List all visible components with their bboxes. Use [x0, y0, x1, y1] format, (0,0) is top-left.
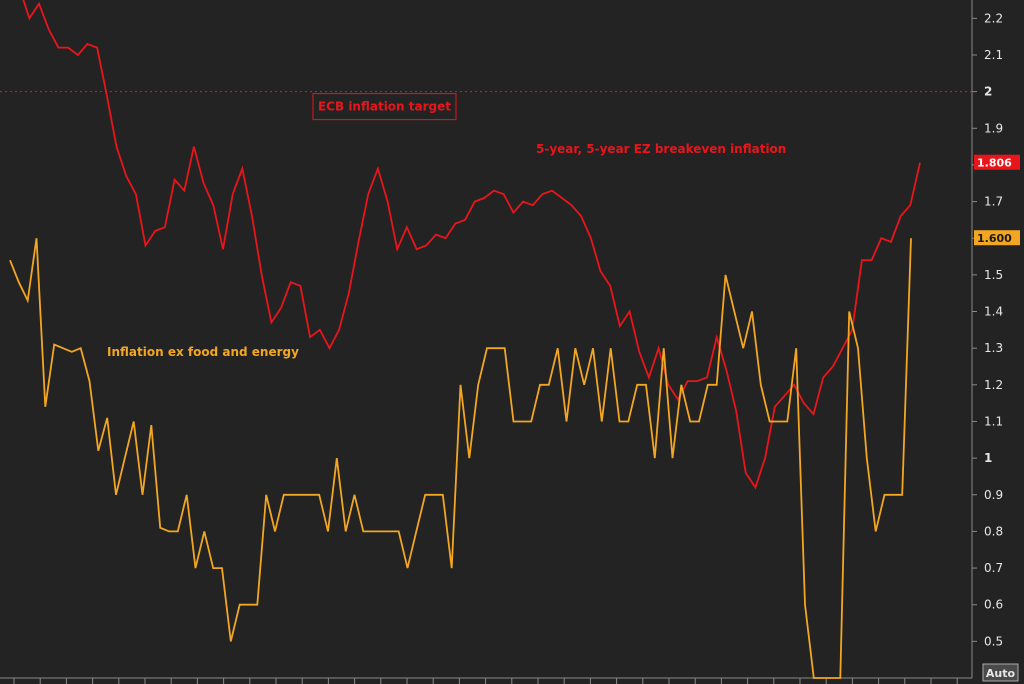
series-group: [9, 0, 921, 679]
series-line-core-inflation: [9, 238, 912, 679]
last-value-badge-breakeven: 1.806: [974, 154, 1020, 170]
auto-scale-button-label[interactable]: Auto: [986, 667, 1016, 680]
y-tick-label: 2.1: [984, 48, 1003, 62]
series-annotation-breakeven: 5-year, 5-year EZ breakeven inflation: [536, 142, 786, 156]
annotations-group: 5-year, 5-year EZ breakeven inflation Inf…: [107, 142, 786, 359]
reference-label-box: [312, 93, 457, 121]
y-tick-label: 0.7: [984, 561, 1003, 575]
y-tick-label: 0.5: [984, 634, 1003, 648]
y-tick-label: 0.6: [984, 598, 1003, 612]
y-tick-label: 1.7: [984, 195, 1003, 209]
last-value-badge-bg: [974, 154, 1020, 170]
y-tick-label: 0.9: [984, 488, 1003, 502]
y-tick-label: 0.8: [984, 524, 1003, 538]
y-tick-label: 1.9: [984, 121, 1003, 135]
auto-scale-button[interactable]: Auto: [982, 663, 1019, 682]
auto-scale-button-bg[interactable]: [982, 663, 1019, 682]
value-badges-group: 1.806 1.600: [974, 154, 1020, 246]
reference-label: ECB inflation target: [318, 100, 451, 114]
series-annotation-core-inflation: Inflation ex food and energy: [107, 345, 299, 359]
last-value-badge-core-inflation: 1.600: [974, 230, 1020, 246]
last-value-badge-text: 1.806: [977, 157, 1012, 170]
y-tick-label: 2.2: [984, 11, 1003, 25]
y-tick-label: 1.3: [984, 341, 1003, 355]
y-tick-label: 1.1: [984, 414, 1003, 428]
y-tick-label: 1.5: [984, 268, 1003, 282]
y-tick-label: 2: [984, 85, 992, 99]
series-line-breakeven: [22, 0, 921, 490]
y-tick-label: 1.4: [984, 305, 1003, 319]
y-tick-label: 1.2: [984, 378, 1003, 392]
last-value-badge-bg: [974, 230, 1020, 246]
y-tick-label: 1: [984, 451, 992, 465]
reference-line-group: ECB inflation target: [0, 91, 972, 121]
last-value-badge-text: 1.600: [977, 232, 1012, 245]
